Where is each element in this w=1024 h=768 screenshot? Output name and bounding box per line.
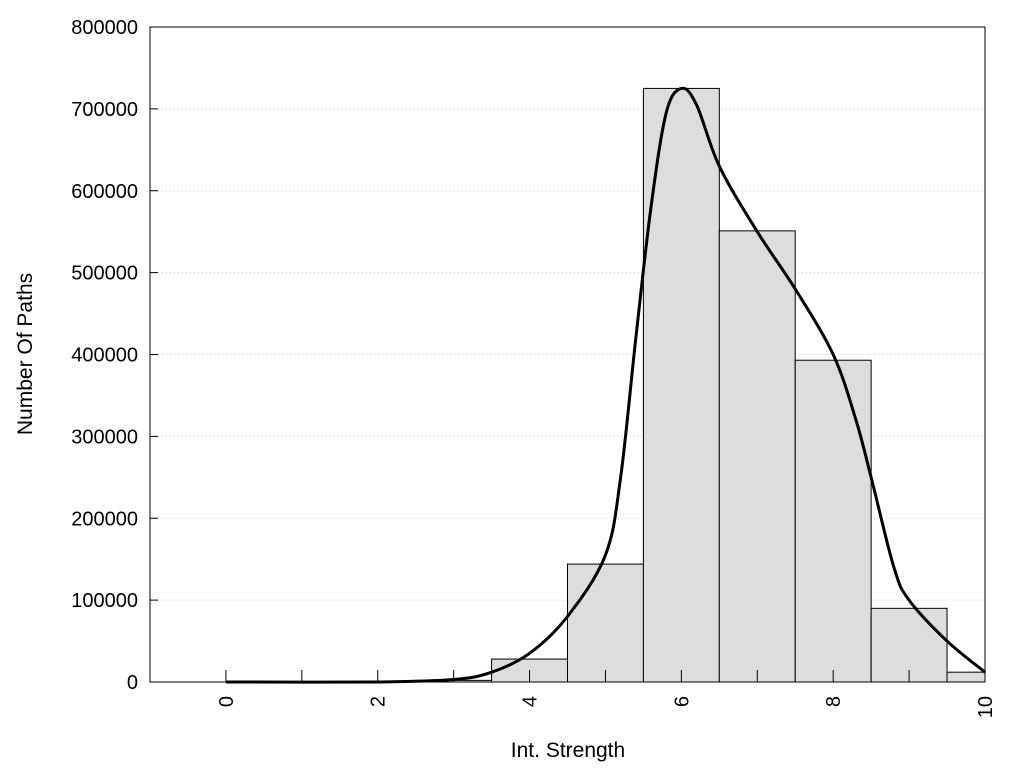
y-tick-label: 800000	[71, 17, 138, 39]
y-tick-label: 0	[127, 672, 138, 694]
x-tick-label: 10	[975, 696, 997, 718]
y-tick-label: 100000	[71, 590, 138, 612]
x-tick-label: 4	[520, 696, 542, 707]
x-tick-label: 8	[823, 696, 845, 707]
histogram-bar	[946, 671, 986, 683]
y-tick-label: 200000	[71, 508, 138, 530]
x-tick-label: 6	[671, 696, 693, 707]
x-tick-label: 2	[368, 696, 390, 707]
y-axis-label: Number Of Paths	[14, 273, 37, 435]
plot-frame	[149, 26, 986, 683]
y-tick-label: 500000	[71, 263, 138, 285]
histogram-bar	[794, 359, 872, 683]
x-axis-label: Int. Strength	[511, 739, 625, 762]
y-tick-label: 700000	[71, 99, 138, 121]
histogram-bar	[718, 230, 796, 683]
histogram-bar	[567, 563, 644, 683]
density-curve	[225, 86, 986, 684]
y-tick-label: 400000	[71, 345, 138, 367]
x-tick-label: 0	[216, 696, 238, 707]
y-tick-label: 300000	[71, 426, 138, 448]
y-tick-label: 600000	[71, 181, 138, 203]
histogram-bar	[870, 607, 948, 683]
